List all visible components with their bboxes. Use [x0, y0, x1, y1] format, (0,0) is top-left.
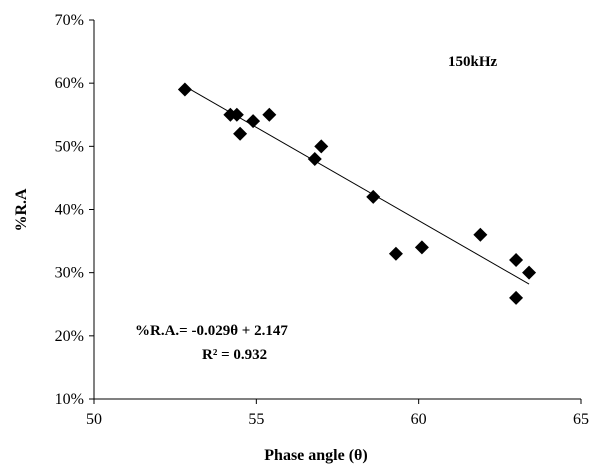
- x-tick-label: 60: [411, 411, 427, 428]
- frequency-annotation: 150kHz: [448, 54, 498, 70]
- x-tick-label: 55: [248, 411, 264, 428]
- data-point: [388, 246, 403, 261]
- data-point: [307, 151, 322, 166]
- data-point: [366, 189, 381, 204]
- r-squared-value: R² = 0.932: [202, 347, 267, 363]
- regression-equation: %R.A.= -0.029θ + 2.147: [135, 323, 288, 339]
- y-tick-label: 30%: [55, 265, 84, 282]
- data-point: [262, 107, 277, 122]
- y-tick-label: 40%: [55, 202, 84, 219]
- data-point: [473, 227, 488, 242]
- data-point: [414, 240, 429, 255]
- data-point: [233, 126, 248, 141]
- data-point: [246, 114, 261, 129]
- x-axis-title: Phase angle (θ): [264, 447, 367, 464]
- x-axis-ticks: 50 55 60 65: [86, 399, 589, 428]
- y-axis-title: %R.A: [13, 188, 30, 232]
- data-point: [314, 139, 329, 154]
- plot-area: 10% 20% 30% 40% 50% 60% 70% 50 55 60 65: [55, 12, 589, 428]
- data-points: [177, 82, 537, 305]
- data-point: [509, 290, 524, 305]
- y-tick-label: 20%: [55, 328, 84, 345]
- trendline: [184, 85, 530, 285]
- y-axis-ticks: 10% 20% 30% 40% 50% 60% 70%: [55, 12, 94, 408]
- x-tick-label: 50: [86, 411, 102, 428]
- data-point: [522, 265, 537, 280]
- y-tick-label: 50%: [55, 138, 84, 155]
- data-point: [229, 107, 244, 122]
- data-point: [177, 82, 192, 97]
- y-tick-label: 70%: [55, 12, 84, 29]
- data-point: [509, 253, 524, 268]
- x-tick-label: 65: [573, 411, 589, 428]
- y-tick-label: 60%: [55, 75, 84, 92]
- y-tick-label: 10%: [55, 391, 84, 408]
